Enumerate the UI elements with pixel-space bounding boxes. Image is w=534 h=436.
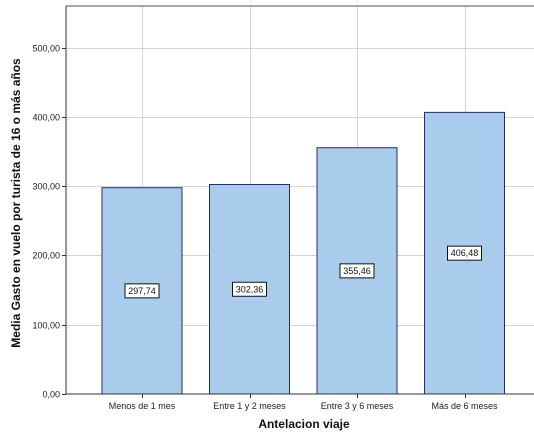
- x-tick-label: Más de 6 meses: [431, 401, 498, 411]
- data-label-box: [447, 245, 482, 261]
- x-tick-label: Entre 3 y 6 meses: [321, 401, 394, 411]
- data-label: 297,74: [128, 286, 156, 296]
- y-tick-label: 400,00: [32, 113, 60, 123]
- data-label: 302,36: [236, 284, 264, 294]
- data-label-box: [339, 263, 375, 279]
- x-tick-label: Entre 1 y 2 meses: [213, 401, 286, 411]
- data-label-box: [232, 281, 267, 297]
- y-tick-label: 500,00: [32, 44, 60, 54]
- y-tick-label: 200,00: [32, 251, 60, 261]
- bars-layer: [101, 111, 505, 395]
- x-tick-label: Menos de 1 mes: [109, 401, 176, 411]
- data-label: 355,46: [343, 266, 371, 276]
- y-tick-label: 100,00: [32, 321, 60, 331]
- data-label: 406,48: [451, 248, 479, 258]
- labels-layer: 0,00 100,00 200,00 300,00 400,00 500,00 Menos …: [32, 44, 498, 412]
- data-label-box: [124, 283, 160, 299]
- bar: [101, 187, 183, 395]
- y-tick-label: 300,00: [32, 182, 60, 192]
- x-axis-title: Antelacion viaje: [258, 417, 350, 431]
- axes-layer: [62, 5, 534, 398]
- y-tick-label: 0,00: [42, 390, 60, 400]
- y-axis-title: Media Gasto en vuelo por turista de 16 o…: [9, 58, 23, 348]
